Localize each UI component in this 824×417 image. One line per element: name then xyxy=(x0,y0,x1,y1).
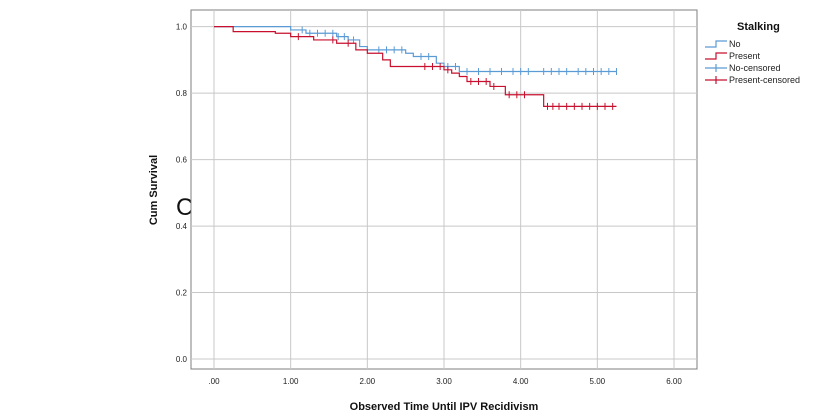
legend-label-present-censored: Present-censored xyxy=(729,75,800,85)
legend-title: Stalking xyxy=(737,21,780,33)
y-tick-label: 0.2 xyxy=(176,289,188,298)
y-tick-label: 0.4 xyxy=(176,222,188,231)
survival-curve-present xyxy=(214,26,617,107)
legend-label-no-censored: No-censored xyxy=(729,63,781,73)
x-tick-label: .00 xyxy=(208,377,220,386)
y-tick-label: 0.8 xyxy=(176,89,188,98)
y-axis-title: Cum Survival xyxy=(148,155,160,225)
legend-label-no: No xyxy=(729,39,741,49)
y-tick-labels: 0.0 0.2 0.4 0.6 0.8 1.0 xyxy=(176,23,188,364)
legend-swatch-no xyxy=(705,40,727,48)
x-tick-label: 5.00 xyxy=(590,377,606,386)
legend: Stalking No Present No-censored Present-cen… xyxy=(705,21,800,85)
survival-curve-no xyxy=(214,26,617,73)
y-tick-label: 1.0 xyxy=(176,23,188,32)
legend-swatch-present xyxy=(705,52,727,60)
legend-label-present: Present xyxy=(729,51,761,61)
x-tick-labels: .00 1.00 2.00 3.00 4.00 5.00 6.00 xyxy=(208,377,682,386)
x-tick-label: 1.00 xyxy=(283,377,299,386)
x-tick-label: 2.00 xyxy=(360,377,376,386)
series-layer xyxy=(214,26,617,110)
y-tick-label: 0.6 xyxy=(176,156,188,165)
y-tick-label: 0.0 xyxy=(176,355,188,364)
x-tick-label: 4.00 xyxy=(513,377,529,386)
x-tick-label: 6.00 xyxy=(666,377,682,386)
panel-letter: C xyxy=(176,194,194,221)
x-tick-label: 3.00 xyxy=(436,377,452,386)
x-axis-title: Observed Time Until IPV Recidivism xyxy=(350,401,539,413)
